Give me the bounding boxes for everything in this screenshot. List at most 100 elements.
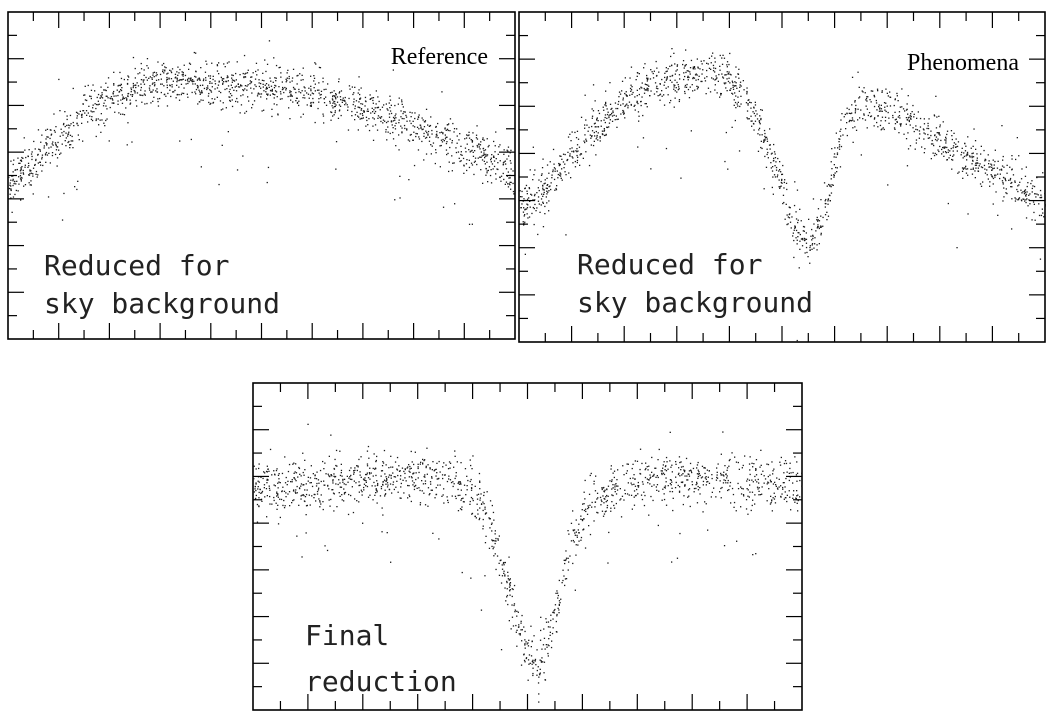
data-point xyxy=(212,75,214,77)
data-point xyxy=(166,79,168,81)
data-point xyxy=(563,167,565,169)
data-point xyxy=(526,203,528,205)
data-point xyxy=(769,479,772,481)
data-point xyxy=(254,485,256,488)
data-point xyxy=(210,91,213,93)
data-point xyxy=(524,643,526,645)
data-point xyxy=(905,109,908,111)
data-point xyxy=(207,95,210,97)
data-point xyxy=(820,234,822,236)
data-point xyxy=(994,160,996,163)
data-point xyxy=(827,203,829,205)
data-point xyxy=(619,488,621,490)
data-point xyxy=(572,562,574,565)
data-point xyxy=(793,239,795,242)
data-point xyxy=(386,479,388,481)
data-point xyxy=(1003,196,1005,198)
data-point xyxy=(539,639,542,641)
data-point xyxy=(251,76,253,78)
data-point xyxy=(613,507,616,509)
data-point xyxy=(41,170,43,172)
data-point xyxy=(636,95,638,97)
data-point xyxy=(669,79,671,81)
data-point xyxy=(395,145,397,147)
data-point xyxy=(511,616,514,618)
data-point xyxy=(54,142,57,144)
data-point xyxy=(448,461,451,463)
data-point xyxy=(400,486,402,488)
data-point xyxy=(176,79,178,81)
data-point xyxy=(457,488,459,491)
data-point xyxy=(335,104,337,106)
data-point xyxy=(365,116,368,118)
data-point xyxy=(509,160,511,162)
data-point xyxy=(526,193,528,195)
data-point xyxy=(836,152,839,154)
data-point xyxy=(833,164,835,166)
data-point xyxy=(443,462,445,464)
data-point xyxy=(12,178,14,180)
data-point xyxy=(741,467,743,469)
data-point xyxy=(211,82,213,84)
data-point xyxy=(499,559,501,562)
data-point xyxy=(100,86,102,88)
data-point xyxy=(263,80,265,82)
data-point xyxy=(1033,203,1035,205)
data-point xyxy=(817,226,820,228)
data-point xyxy=(685,86,688,88)
data-point xyxy=(298,466,300,469)
data-point xyxy=(576,159,579,162)
data-point xyxy=(1017,185,1019,187)
data-point xyxy=(616,126,618,128)
data-point xyxy=(79,110,81,112)
data-point xyxy=(898,132,900,134)
data-point xyxy=(766,500,768,502)
data-point xyxy=(975,148,977,150)
data-point xyxy=(242,94,244,96)
data-point xyxy=(966,151,969,154)
data-point xyxy=(967,136,969,138)
data-point xyxy=(424,483,427,485)
data-point xyxy=(310,85,312,87)
data-point xyxy=(945,152,947,154)
data-point xyxy=(332,102,334,104)
data-point xyxy=(594,122,596,124)
data-point xyxy=(366,463,369,465)
data-point xyxy=(516,629,518,631)
data-point xyxy=(671,64,673,66)
data-point xyxy=(547,655,549,657)
data-point xyxy=(505,168,508,170)
data-point xyxy=(707,63,709,65)
data-point xyxy=(644,103,646,105)
data-point xyxy=(16,180,18,182)
data-point xyxy=(1012,174,1015,176)
data-point xyxy=(735,76,737,78)
data-point xyxy=(687,75,689,77)
data-point xyxy=(536,649,538,651)
data-point xyxy=(304,489,306,491)
data-point xyxy=(470,150,472,152)
data-point xyxy=(28,149,30,151)
data-point xyxy=(423,492,425,494)
data-point xyxy=(469,480,471,483)
data-point xyxy=(951,158,953,161)
data-point xyxy=(664,485,667,487)
data-point xyxy=(101,94,103,96)
data-point xyxy=(408,476,410,478)
data-point xyxy=(137,85,140,87)
data-point xyxy=(824,206,826,208)
data-point xyxy=(498,562,500,564)
data-point xyxy=(48,152,50,154)
data-point xyxy=(427,487,430,489)
data-point xyxy=(86,99,88,102)
data-point xyxy=(388,467,390,469)
data-point xyxy=(508,556,510,558)
data-point xyxy=(301,494,303,496)
data-point xyxy=(733,104,735,106)
data-point xyxy=(567,151,569,153)
data-point xyxy=(833,174,835,177)
data-point xyxy=(609,119,611,121)
data-point xyxy=(824,200,826,202)
data-point xyxy=(333,101,335,103)
data-point xyxy=(492,511,495,514)
